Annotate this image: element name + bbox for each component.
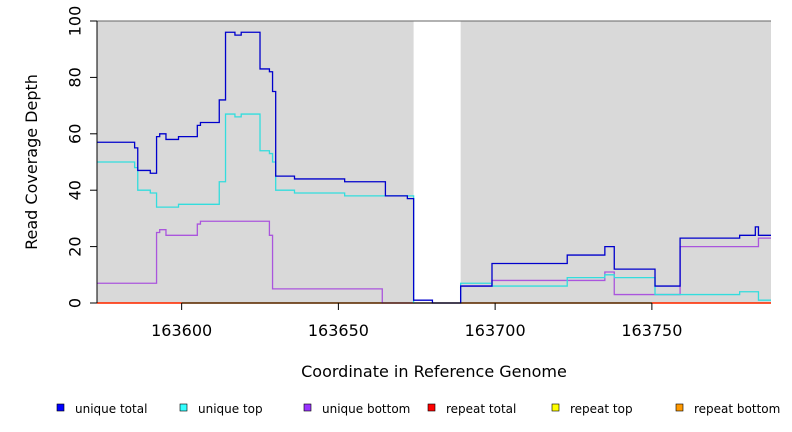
legend-swatch-unique-total (56, 403, 65, 412)
legend: unique total unique top unique bottom repea… (56, 402, 780, 416)
legend-label-repeat-total: repeat total (446, 402, 516, 416)
shaded-region-right (460, 21, 771, 303)
legend-swatch-unique-top (179, 403, 188, 412)
y-tick-label: 40 (66, 180, 85, 200)
y-tick-label: 100 (66, 6, 85, 37)
x-tick-label: 163600 (151, 321, 212, 340)
legend-swatch-unique-bottom (303, 403, 312, 412)
shaded-region-left (97, 21, 414, 303)
x-tick-label: 163650 (308, 321, 369, 340)
plot-area (97, 20, 771, 303)
y-tick-label: 20 (66, 236, 85, 256)
y-tick-label: 0 (66, 298, 85, 308)
series-line-unique-total (97, 31, 771, 304)
legend-label-repeat-bottom: repeat bottom (694, 402, 780, 416)
legend-label-unique-top: unique top (198, 402, 263, 416)
legend-label-unique-total: unique total (75, 402, 147, 416)
x-tick-label: 163750 (621, 321, 682, 340)
x-axis-title: Coordinate in Reference Genome (301, 362, 567, 381)
y-tick-label: 80 (66, 67, 85, 87)
legend-swatch-repeat-bottom (675, 403, 684, 412)
y-tick-label: 60 (66, 124, 85, 144)
axes-layer: 0 20 40 60 80 100 163600 163650 163700 163750 (66, 6, 683, 340)
series-line-unique-bottom (97, 220, 771, 304)
legend-swatch-repeat-total (427, 403, 436, 412)
y-axis-title: Read Coverage Depth (22, 74, 41, 250)
legend-label-repeat-top: repeat top (570, 402, 633, 416)
legend-label-unique-bottom: unique bottom (322, 402, 410, 416)
legend-swatch-repeat-top (551, 403, 560, 412)
x-tick-label: 163700 (465, 321, 526, 340)
